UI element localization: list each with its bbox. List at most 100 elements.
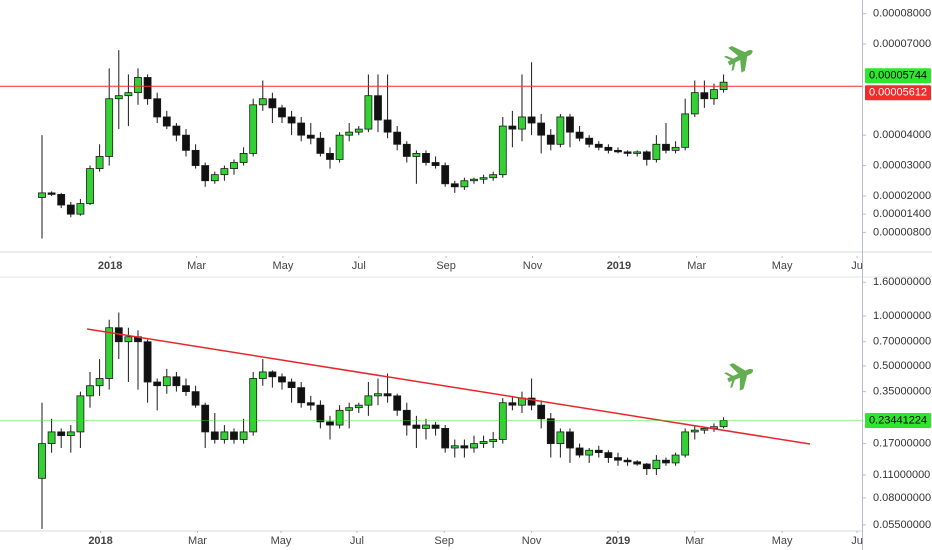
y-tick-label: 0.05500000 — [873, 519, 931, 531]
y-tick-label: 0.00007000 — [873, 38, 931, 50]
candle-body — [671, 146, 680, 151]
candle-body — [690, 429, 699, 433]
candle-body — [38, 192, 46, 198]
candle-body — [316, 137, 325, 154]
candle-body — [210, 174, 219, 182]
candle-body — [556, 116, 565, 145]
candle-body — [105, 327, 114, 379]
candle-body — [143, 77, 152, 100]
price-label-box — [865, 85, 931, 101]
x-tick-label: 2018 — [88, 535, 112, 547]
price-label: 0.00005744 — [869, 70, 927, 82]
candle-body — [268, 371, 277, 378]
x-tick-label: Mar — [687, 260, 706, 272]
y-tick-label: 1.60000000 — [873, 276, 931, 288]
airplane-icon — [724, 363, 754, 391]
y-tick-label: 0.08000000 — [873, 492, 931, 504]
candle-body — [393, 395, 402, 411]
candle-body — [470, 178, 478, 182]
candle-body — [134, 77, 142, 94]
candle-body — [710, 89, 718, 100]
candle-body — [431, 162, 440, 166]
candle-body — [422, 424, 430, 429]
candle-body — [76, 203, 85, 215]
candle-body — [383, 119, 392, 133]
candle-body — [86, 168, 94, 204]
candle-body — [220, 431, 229, 440]
x-tick-label: Mar — [188, 535, 207, 547]
pane — [38, 312, 728, 529]
candle-body — [662, 459, 670, 464]
candle-body — [537, 122, 546, 136]
candle-body — [614, 457, 622, 461]
candle-body — [153, 98, 162, 118]
candle-body — [412, 424, 421, 429]
candle-body — [57, 431, 66, 437]
candle-body — [345, 131, 354, 136]
candle-body — [374, 95, 382, 121]
candle-body — [614, 149, 622, 153]
candle-body — [201, 165, 210, 182]
candle-body — [201, 404, 210, 433]
candle-body — [479, 441, 488, 445]
candle-body — [66, 431, 75, 437]
candle-body — [719, 420, 728, 428]
candle-body — [508, 125, 517, 130]
y-tick-label: 0.00004000 — [873, 129, 931, 141]
candle-body — [633, 461, 642, 465]
x-tick-label: Nov — [523, 260, 543, 272]
candle-body — [460, 445, 469, 449]
pane — [38, 50, 728, 239]
x-tick-label: May — [772, 260, 793, 272]
candle-body — [422, 153, 430, 163]
candle-body — [249, 378, 258, 433]
candle-body — [566, 116, 574, 133]
candle-body — [364, 95, 373, 130]
y-tick-label: 1.00000000 — [873, 310, 931, 322]
candle-body — [354, 128, 363, 133]
candle-body — [623, 151, 632, 154]
candle-body — [489, 439, 498, 442]
candle-body — [633, 151, 642, 154]
x-tick-label: Sep — [434, 535, 454, 547]
candle-body — [700, 92, 709, 100]
x-tick-label: Ju — [851, 260, 863, 272]
candle-body — [700, 427, 709, 431]
x-tick-label: May — [271, 535, 292, 547]
candle-body — [306, 402, 315, 406]
candle-body — [594, 143, 603, 148]
candle-body — [546, 418, 555, 445]
candle-body — [335, 134, 344, 160]
candle-body — [297, 122, 306, 136]
y-tick-label: 0.00000800 — [873, 226, 931, 238]
candle-body — [566, 431, 574, 449]
candle-body — [162, 116, 171, 127]
y-tick-label: 0.00008000 — [873, 8, 931, 20]
y-tick-label: 0.11000000 — [873, 469, 930, 481]
candle-body — [239, 431, 248, 440]
candle-body — [489, 174, 498, 179]
candle-body — [172, 376, 181, 387]
candle-body — [527, 397, 536, 406]
candle-body — [479, 177, 488, 180]
price-label-box — [865, 412, 931, 428]
candle-body — [585, 137, 594, 145]
candle-body — [450, 445, 459, 449]
candle-body — [354, 404, 363, 409]
candle-body — [450, 183, 459, 188]
x-tick-label: Jul — [352, 260, 366, 272]
candle-body — [95, 156, 104, 169]
candle-body — [652, 459, 661, 470]
candle-body — [95, 378, 104, 387]
x-tick-label: 2019 — [607, 260, 631, 272]
candle-body — [537, 404, 546, 420]
airplane-icon — [724, 46, 753, 73]
candle-body — [47, 192, 56, 195]
candle-body — [662, 143, 670, 151]
candle-body — [249, 104, 258, 154]
x-tick-label: Mar — [187, 260, 206, 272]
candle-body — [316, 404, 325, 423]
candle-body — [326, 153, 334, 160]
